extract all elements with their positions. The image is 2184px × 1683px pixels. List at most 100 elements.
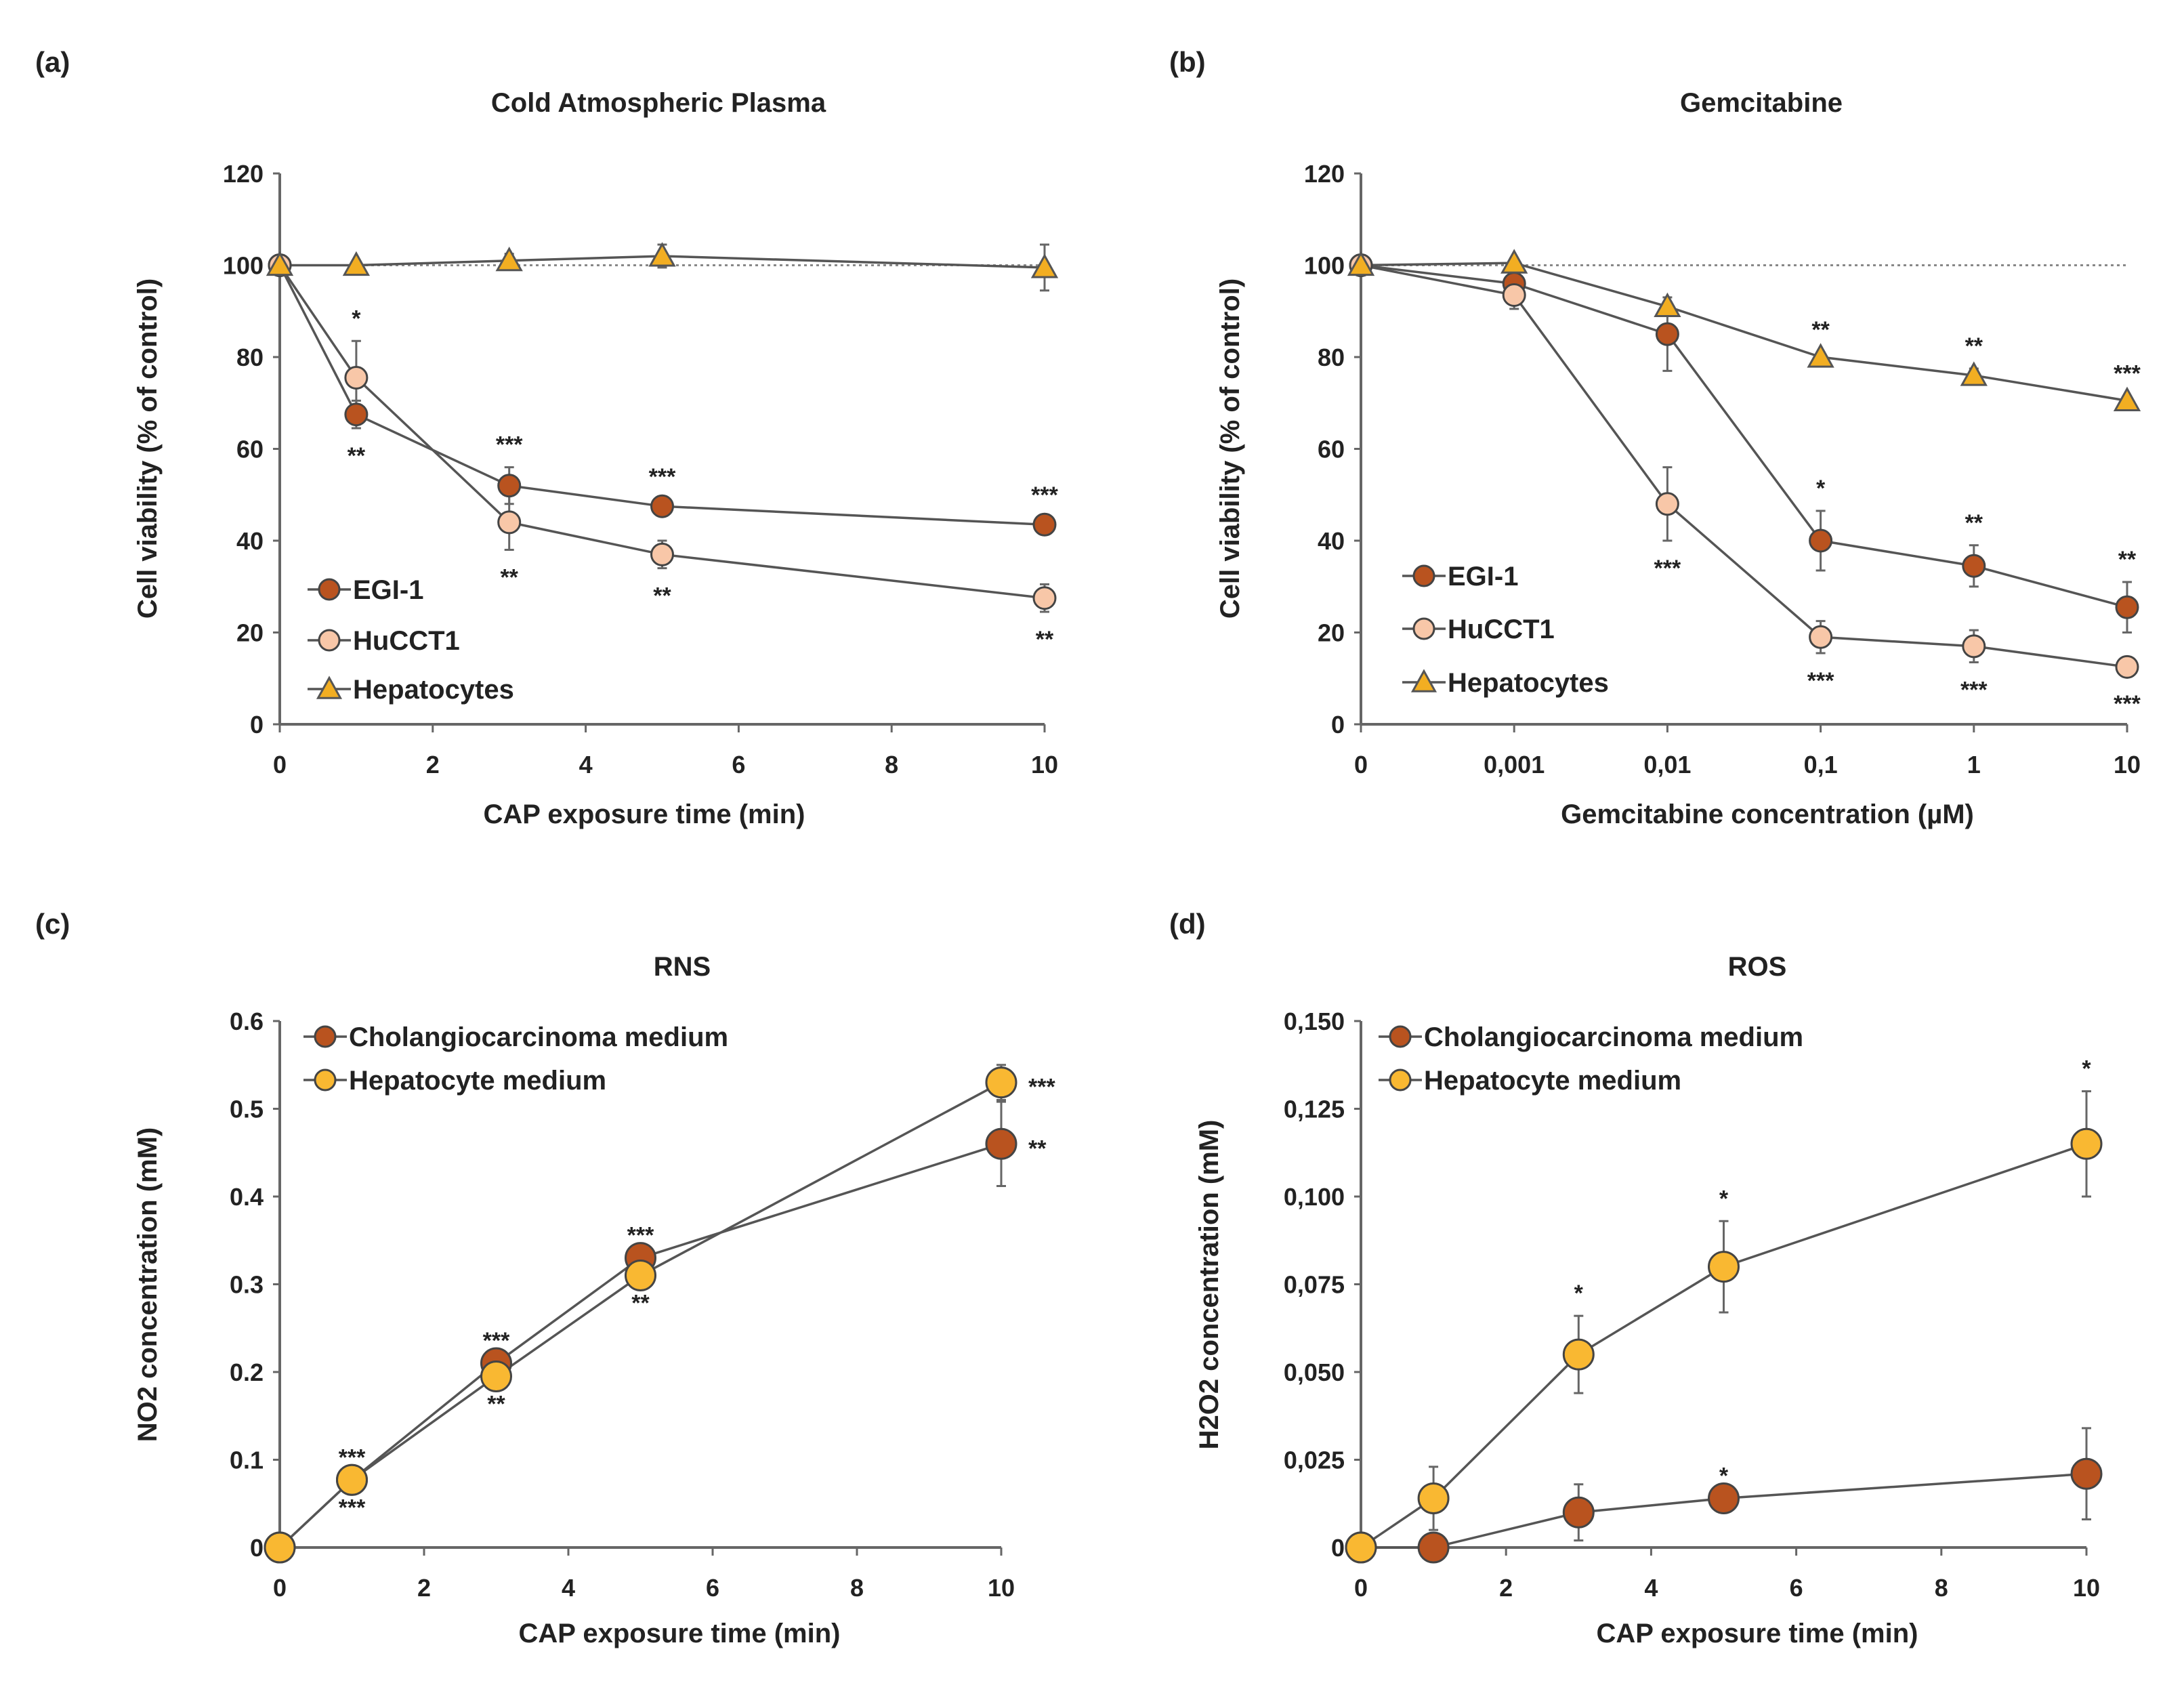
data-point bbox=[1030, 253, 1059, 278]
y-tick-label: 20 bbox=[1318, 619, 1345, 647]
legend: Cholangiocarcinoma medium Hepatocyte medi… bbox=[1379, 1022, 1803, 1096]
series-line-0 bbox=[1360, 264, 2128, 608]
legend-label: Hepatocyte medium bbox=[1424, 1066, 1681, 1096]
significance-label: *** bbox=[339, 1495, 366, 1520]
significance-label: *** bbox=[483, 1328, 510, 1354]
x-tick-label: 0 bbox=[1354, 751, 1368, 778]
y-tick-label: 20 bbox=[236, 619, 264, 647]
panel-label: (a) bbox=[35, 46, 70, 78]
data-point bbox=[2115, 654, 2139, 679]
data-point bbox=[497, 474, 522, 498]
significance-label: *** bbox=[1654, 556, 1681, 581]
legend: EGI-1 HuCCT1 Hepatocytes bbox=[308, 575, 514, 705]
x-tick-label: 0,001 bbox=[1484, 751, 1545, 778]
legend-label: HuCCT1 bbox=[1448, 615, 1555, 644]
data-point bbox=[1655, 322, 1679, 346]
significance-label: *** bbox=[1960, 678, 1988, 703]
y-tick-label: 0 bbox=[250, 711, 264, 739]
significance-label: ** bbox=[1965, 510, 1983, 536]
data-point bbox=[266, 251, 294, 276]
significance-label: *** bbox=[339, 1445, 366, 1470]
legend-marker bbox=[1412, 617, 1435, 640]
x-tick-label: 2 bbox=[417, 1574, 431, 1602]
data-point bbox=[1562, 1496, 1595, 1529]
significance-label: *** bbox=[1031, 482, 1058, 508]
y-tick-label: 0 bbox=[1331, 1534, 1345, 1562]
x-tick-label: 4 bbox=[562, 1574, 575, 1602]
x-tick-label: 0 bbox=[273, 1574, 287, 1602]
data-point bbox=[1960, 361, 1988, 386]
y-tick-label: 0.4 bbox=[230, 1183, 264, 1211]
x-tick-label: 2 bbox=[426, 751, 440, 778]
x-tick-label: 8 bbox=[1935, 1574, 1948, 1602]
legend-marker bbox=[314, 1025, 337, 1048]
y-tick-label: 0.3 bbox=[230, 1271, 264, 1299]
data-point bbox=[985, 1127, 1017, 1160]
series-line-0 bbox=[278, 1142, 1002, 1549]
legend-label: Hepatocytes bbox=[353, 675, 514, 705]
y-axis-label: NO2 concentration (mM) bbox=[133, 1127, 163, 1442]
significance-label: * bbox=[1574, 1281, 1584, 1306]
legend-marker bbox=[1410, 669, 1437, 692]
data-point bbox=[264, 1531, 296, 1564]
significance-label: ** bbox=[631, 1291, 650, 1316]
significance-label: *** bbox=[2114, 691, 2141, 717]
y-tick-label: 0.2 bbox=[230, 1358, 264, 1386]
data-point bbox=[1807, 343, 1834, 368]
significance-label: ** bbox=[1811, 317, 1830, 343]
legend-marker bbox=[316, 676, 343, 699]
legend-marker bbox=[314, 1068, 337, 1092]
legend-marker bbox=[318, 578, 341, 601]
data-point bbox=[1708, 1482, 1740, 1514]
y-tick-label: 100 bbox=[1304, 252, 1345, 280]
y-tick-label: 0,050 bbox=[1284, 1358, 1345, 1386]
data-point bbox=[1809, 625, 1833, 649]
y-tick-label: 0,075 bbox=[1284, 1271, 1345, 1299]
y-tick-label: 0.5 bbox=[230, 1096, 264, 1123]
significance-label: *** bbox=[1028, 1075, 1055, 1100]
data-point bbox=[1502, 283, 1526, 308]
chart-title: ROS bbox=[1728, 952, 1787, 982]
significance-label: ** bbox=[500, 565, 518, 591]
significance-label: * bbox=[352, 306, 361, 331]
significance-label: * bbox=[2082, 1056, 2091, 1082]
x-axis-label: CAP exposure time (min) bbox=[519, 1619, 841, 1648]
significance-label: * bbox=[1719, 1186, 1729, 1211]
data-point bbox=[2070, 1457, 2103, 1490]
data-point bbox=[495, 247, 523, 272]
x-axis-label: CAP exposure time (min) bbox=[1597, 1619, 1918, 1648]
y-tick-label: 120 bbox=[1304, 160, 1345, 188]
series-line-2 bbox=[1360, 262, 2128, 402]
y-tick-label: 80 bbox=[1318, 344, 1345, 371]
data-point bbox=[344, 402, 369, 427]
y-tick-label: 60 bbox=[1318, 436, 1345, 463]
y-axis-label: Cell viability (% of control) bbox=[1215, 278, 1245, 619]
y-tick-label: 0,025 bbox=[1284, 1447, 1345, 1474]
significance-label: ** bbox=[1965, 333, 1983, 359]
data-point bbox=[1655, 492, 1679, 516]
significance-label: *** bbox=[496, 432, 523, 458]
y-tick-label: 0,100 bbox=[1284, 1183, 1345, 1211]
y-tick-label: 60 bbox=[236, 436, 264, 463]
y-tick-label: 0,125 bbox=[1284, 1096, 1345, 1123]
panel-a: (a) Cold Atmospheric Plasma CAP exposure t… bbox=[35, 46, 1059, 829]
data-point bbox=[1417, 1531, 1450, 1564]
data-point bbox=[2070, 1127, 2103, 1160]
legend: Cholangiocarcinoma medium Hepatocyte medi… bbox=[303, 1022, 728, 1096]
significance-label: *** bbox=[2114, 361, 2141, 387]
panel-d: (d) ROS CAP exposure time (min) H2O2 concen… bbox=[1169, 908, 2103, 1648]
data-point bbox=[1962, 634, 1986, 659]
x-tick-label: 8 bbox=[850, 1574, 864, 1602]
chart-title: RNS bbox=[654, 952, 711, 982]
legend-marker bbox=[1412, 564, 1435, 587]
significance-label: *** bbox=[1807, 668, 1834, 694]
legend-label: Cholangiocarcinoma medium bbox=[1424, 1022, 1803, 1052]
data-point bbox=[497, 510, 522, 535]
data-point bbox=[1809, 528, 1833, 553]
y-tick-label: 40 bbox=[1318, 527, 1345, 555]
legend-label: Hepatocyte medium bbox=[349, 1066, 606, 1096]
legend-label: EGI-1 bbox=[353, 575, 423, 605]
x-tick-label: 1 bbox=[1967, 751, 1981, 778]
legend: EGI-1 HuCCT1 Hepatocytes bbox=[1402, 562, 1609, 698]
